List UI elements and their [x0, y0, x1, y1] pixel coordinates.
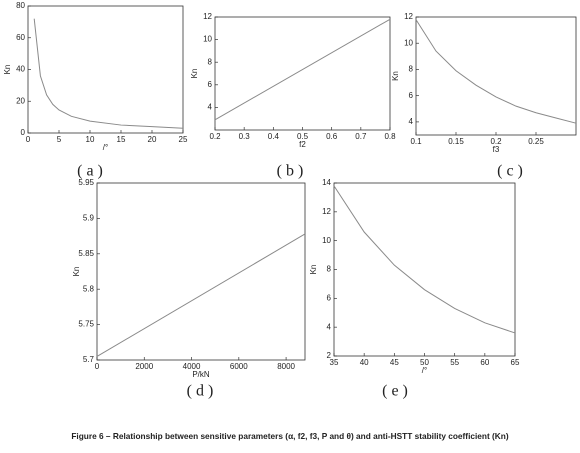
y-tick-label: 14 [322, 178, 331, 187]
plot-frame [27, 5, 184, 134]
x-tick-label: 20 [148, 135, 157, 144]
x-tick-label: 0.8 [384, 132, 396, 141]
y-tick-label: 5.8 [83, 284, 95, 293]
x-axis-label: /° [422, 366, 427, 375]
curve [33, 18, 184, 129]
x-tick-label: 0.15 [448, 137, 464, 146]
x-tick-label: 0.7 [355, 132, 367, 141]
y-axis-label: Kn [72, 267, 81, 277]
y-tick-label: 4 [208, 103, 213, 112]
y-tick-label: 10 [203, 35, 212, 44]
x-tick-label: 45 [390, 358, 399, 367]
y-tick-label: 5.9 [83, 214, 95, 223]
y-axis-label: Kn [391, 71, 400, 81]
y-axis-label: Kn [309, 265, 318, 275]
panel-label: ( a ) [77, 163, 103, 180]
x-tick-label: 60 [480, 358, 489, 367]
x-axis-label: P/kN [192, 370, 210, 379]
x-tick-label: 5 [57, 135, 62, 144]
x-tick-label: 0 [26, 135, 31, 144]
curve [96, 233, 306, 357]
x-tick-label: 0.3 [239, 132, 251, 141]
x-tick-label: 65 [511, 358, 520, 367]
y-tick-label: 12 [322, 207, 331, 216]
y-tick-label: 4 [409, 117, 414, 126]
x-axis-label: f3 [493, 145, 500, 154]
y-tick-label: 8 [327, 265, 332, 274]
panel-label: ( e ) [382, 383, 408, 400]
y-tick-label: 5.95 [78, 178, 94, 187]
curve [333, 185, 516, 334]
x-tick-label: 4000 [183, 362, 201, 371]
y-tick-label: 6 [208, 80, 213, 89]
y-tick-label: 10 [404, 38, 413, 47]
y-tick-label: 5.75 [78, 320, 94, 329]
y-tick-label: 60 [16, 33, 25, 42]
y-tick-label: 2 [327, 351, 332, 360]
x-tick-label: 2000 [135, 362, 153, 371]
y-tick-label: 12 [203, 12, 212, 21]
x-tick-label: 35 [330, 358, 339, 367]
caption: Figure 6 – Relationship between sensitiv… [71, 431, 509, 441]
x-tick-label: 0.25 [528, 137, 544, 146]
x-tick-label: 55 [450, 358, 459, 367]
curve [214, 18, 391, 121]
plot-frame [333, 182, 516, 357]
x-tick-label: 15 [117, 135, 126, 144]
x-tick-label: 8000 [277, 362, 295, 371]
x-axis-label: f2 [299, 140, 306, 149]
x-tick-label: 0 [95, 362, 100, 371]
y-tick-label: 6 [327, 293, 332, 302]
y-tick-label: 5.7 [83, 355, 95, 364]
x-tick-label: 10 [86, 135, 95, 144]
y-tick-label: 10 [322, 236, 331, 245]
x-tick-label: 0.2 [490, 137, 502, 146]
x-tick-label: 25 [179, 135, 188, 144]
y-tick-label: 12 [404, 12, 413, 21]
x-tick-label: 0.4 [268, 132, 280, 141]
plot-frame [96, 182, 306, 361]
y-tick-label: 8 [409, 65, 414, 74]
curve [415, 19, 577, 124]
y-tick-label: 40 [16, 65, 25, 74]
panel-label: ( c ) [497, 163, 523, 180]
y-tick-label: 8 [208, 57, 213, 66]
y-tick-label: 5.85 [78, 249, 94, 258]
y-tick-label: 80 [16, 1, 25, 10]
x-tick-label: 0.5 [297, 132, 309, 141]
y-tick-label: 20 [16, 96, 25, 105]
y-tick-label: 0 [21, 128, 26, 137]
y-axis-label: Kn [3, 65, 12, 75]
panel-label: ( b ) [277, 163, 304, 180]
x-axis-label: /° [103, 143, 108, 152]
x-tick-label: 50 [420, 358, 429, 367]
x-tick-label: 40 [360, 358, 369, 367]
panel-label: ( d ) [187, 383, 214, 400]
x-tick-label: 0.2 [209, 132, 221, 141]
x-tick-label: 0.1 [410, 137, 422, 146]
y-axis-label: Kn [190, 69, 199, 79]
x-tick-label: 6000 [230, 362, 248, 371]
y-tick-label: 4 [327, 322, 332, 331]
x-tick-label: 0.6 [326, 132, 338, 141]
y-tick-label: 6 [409, 91, 414, 100]
